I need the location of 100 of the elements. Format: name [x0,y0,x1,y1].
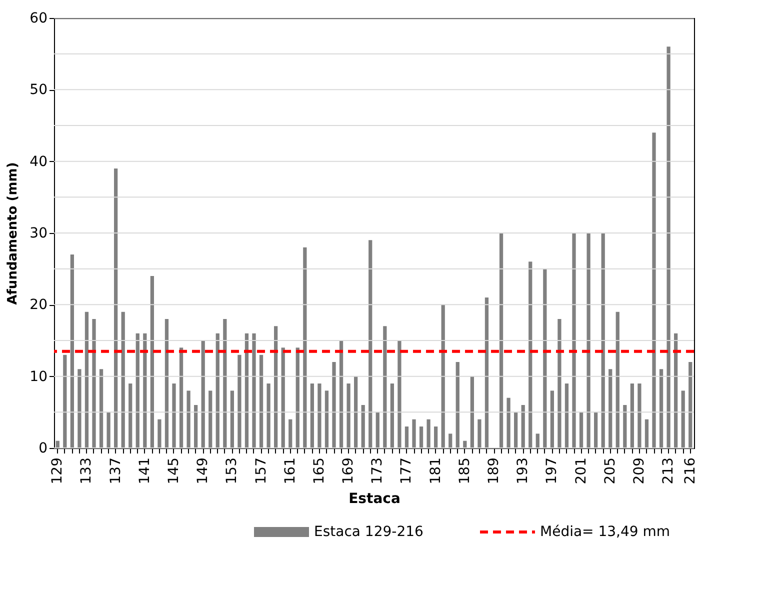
bar [324,390,329,448]
bar [412,419,416,448]
bar [288,419,292,448]
bar [266,384,270,448]
bar [681,390,685,448]
bar [601,233,605,448]
bar [230,390,234,448]
bar [354,376,358,448]
x-tick-label: 137 [108,458,124,484]
bar [121,312,125,448]
y-axis-title: Afundamento (mm) [6,162,21,305]
bar [630,384,634,448]
y-tick-label: 30 [30,226,48,242]
bar [579,412,584,448]
bar [616,312,620,448]
bar [478,419,482,448]
bar [390,384,394,448]
x-tick-label: 216 [682,457,698,484]
x-tick-label: 209 [631,458,648,484]
x-tick-label: 197 [544,458,560,484]
x-tick-label: 165 [311,458,328,484]
bar [244,333,249,448]
bar [78,369,82,448]
bar [223,319,227,448]
bar [564,384,569,448]
bar [179,348,184,448]
bar [638,384,642,448]
bar [644,419,649,448]
x-tick-label: 145 [166,458,182,484]
bar [594,412,598,448]
x-tick-label: 181 [428,458,444,484]
x-tick-label: 213 [660,458,677,484]
bar [434,426,438,448]
bar [586,233,590,448]
bar [259,354,264,448]
bar [274,326,278,448]
x-tick-label: 129 [50,458,66,484]
x-tick-label: 141 [136,458,153,484]
bar [368,240,372,448]
bar [543,268,547,448]
bar [608,369,612,448]
bar [404,426,409,448]
bar [238,354,242,448]
x-tick-label: 149 [195,458,212,484]
bar [208,390,212,448]
bar [252,333,256,448]
bar [150,276,154,448]
bar [172,384,176,448]
bar [106,412,110,448]
bar [688,362,692,448]
bar [441,304,445,448]
bar [318,384,322,448]
x-tick-label: 157 [253,458,270,484]
bar [398,340,402,448]
bar [499,233,504,448]
bar [84,312,89,448]
x-tick-label: 185 [456,458,473,484]
bar [572,233,576,448]
bar [296,348,300,448]
bar [346,384,350,448]
y-tick-label: 50 [30,82,48,98]
y-tick-label: 10 [30,368,48,385]
bar [361,405,365,448]
bar [419,426,424,448]
x-tick-label: 177 [398,458,415,484]
bar [666,46,670,448]
x-tick-label: 153 [224,458,240,484]
bar [310,384,314,448]
bar [303,247,307,448]
y-tick-label: 60 [30,10,48,26]
legend-label: Estaca 129-216 [314,524,424,540]
bar [136,333,140,448]
bar [158,419,162,448]
bar [536,434,540,448]
bar [448,434,452,448]
bar [514,412,518,448]
bar [70,254,74,448]
bar [92,319,96,448]
bar [652,132,656,448]
x-tick-label: 189 [486,458,502,484]
bar [383,326,387,448]
bar [550,390,554,448]
bar [659,369,664,448]
bar [128,384,132,448]
bar [281,348,285,448]
bar [456,362,460,448]
x-tick-label: 173 [370,458,386,484]
bar [332,362,336,448]
bar [623,405,627,448]
bar [558,319,562,448]
bar [143,333,147,448]
y-tick-label: 20 [30,297,48,314]
x-axis-title: Estaca [348,491,400,508]
x-tick-label: 161 [282,458,298,484]
bar [201,340,205,448]
bar [470,376,474,448]
bar [376,412,380,448]
bar [506,398,510,448]
y-tick-label: 40 [30,154,48,170]
x-tick-label: 201 [573,458,590,484]
